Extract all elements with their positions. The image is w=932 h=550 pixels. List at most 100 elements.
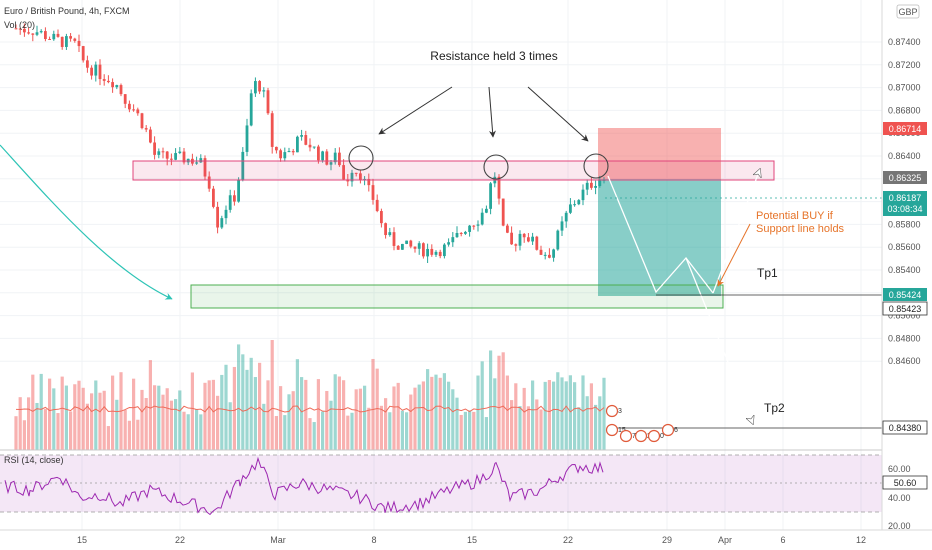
volume-bar: [106, 426, 110, 450]
candle-body: [405, 240, 408, 244]
candle-body: [44, 31, 47, 40]
event-badge[interactable]: 3: [605, 404, 623, 418]
resistance-touch-circle-3[interactable]: [583, 153, 609, 179]
candle-body: [199, 158, 203, 163]
event-badge[interactable]: 7: [619, 429, 637, 443]
event-badge-circle[interactable]: [634, 429, 648, 443]
volume-bar: [169, 400, 173, 450]
volume-bar: [153, 385, 157, 450]
candle-body: [569, 204, 572, 213]
volume-bar: [476, 375, 480, 450]
volume-bar: [568, 375, 572, 450]
candle-body: [136, 109, 140, 114]
projected-path-up-arrow[interactable]: [712, 169, 760, 294]
candle-body: [18, 28, 22, 30]
volume-bar: [182, 411, 186, 450]
candle-body: [388, 232, 392, 236]
volume-bar: [81, 387, 85, 450]
volume-bar: [207, 380, 211, 450]
candle-body: [73, 38, 77, 41]
volume-bar: [459, 414, 463, 450]
volume-bar: [413, 387, 417, 450]
volume-bar: [123, 409, 127, 450]
volume-bar: [316, 379, 320, 450]
time-tick-label: 6: [780, 535, 785, 545]
event-badge-circle[interactable]: [661, 423, 675, 437]
event-badges[interactable]: 3157206: [605, 404, 679, 443]
price-tick-label: 0.86400: [888, 151, 921, 161]
currency-badge[interactable]: [896, 4, 920, 19]
candle-body: [501, 198, 505, 226]
candle-body: [321, 151, 324, 161]
candle-body: [140, 113, 144, 129]
candle-body: [409, 240, 413, 247]
event-badge[interactable]: 0: [647, 429, 665, 443]
event-badge-circle[interactable]: [647, 429, 661, 443]
tp2-price-text: 0.84380: [889, 423, 922, 433]
event-badge-circle[interactable]: [605, 423, 619, 437]
event-badge-circle[interactable]: [619, 429, 633, 443]
volume-bar: [564, 381, 568, 450]
volume-bar: [417, 384, 421, 450]
resistance-arrow-3[interactable]: [527, 86, 589, 142]
projected-path-tp1[interactable]: [607, 175, 714, 294]
volume-bar: [203, 382, 207, 450]
support-zone[interactable]: [190, 284, 724, 309]
time-tick-label: 22: [175, 535, 185, 545]
candle-body: [430, 248, 434, 255]
resistance-zone[interactable]: [132, 160, 775, 181]
candle-body: [543, 254, 547, 256]
volume-bar: [547, 380, 551, 450]
buy-annotation-arrow[interactable]: [717, 223, 751, 287]
time-tick-label: 15: [467, 535, 477, 545]
candle-body: [170, 158, 173, 160]
volume-bar: [337, 376, 341, 450]
volume-bar: [274, 416, 278, 450]
event-badge-count: 3: [618, 408, 622, 415]
candle-body: [27, 32, 30, 34]
volume-bar: [430, 376, 434, 450]
event-badge[interactable]: 6: [661, 423, 679, 437]
volume-bar: [220, 374, 224, 450]
volume-bar: [409, 394, 413, 450]
volume-bar: [375, 368, 379, 450]
volume-bar: [581, 375, 585, 450]
resistance-touch-circle-2[interactable]: [483, 154, 509, 180]
volume-bar: [136, 419, 140, 450]
volume-bar: [325, 390, 329, 450]
candle-body: [254, 81, 257, 94]
volume-bar: [321, 411, 325, 450]
candle-body: [39, 31, 43, 33]
resistance-price-text: 0.86325: [889, 173, 922, 183]
resistance-touch-circle-1[interactable]: [348, 145, 374, 171]
candle-body: [552, 249, 555, 258]
candle-body: [94, 64, 98, 76]
tp1-lower-text: 0.85423: [889, 304, 922, 314]
candle-body: [266, 90, 270, 114]
event-badge[interactable]: 15: [605, 423, 626, 437]
rsi-line[interactable]: [4, 456, 604, 516]
volume-bar: [148, 360, 152, 450]
resistance-arrow-2[interactable]: [488, 86, 496, 138]
candle-body: [464, 231, 467, 234]
time-axis[interactable]: [0, 530, 932, 550]
candle-body: [480, 212, 484, 225]
volume-bar: [363, 385, 367, 450]
volume-bar: [556, 372, 560, 450]
buy-annotation-line2: Support line holds: [756, 223, 845, 235]
event-badge-circle[interactable]: [605, 404, 619, 418]
candle-body: [380, 211, 383, 224]
candle-body: [128, 103, 131, 110]
trend-curve-arrow[interactable]: [0, 144, 173, 300]
projected-path-tp2-arrow[interactable]: [685, 257, 753, 424]
volume-bar: [31, 374, 35, 450]
candle-body: [308, 144, 312, 148]
event-badge-count: 15: [618, 427, 626, 434]
volume-bar: [27, 397, 31, 450]
resistance-arrow-1[interactable]: [378, 86, 453, 135]
volume-bar: [140, 389, 144, 450]
price-axis[interactable]: [882, 0, 932, 550]
candle-body: [207, 176, 211, 189]
candle-body: [392, 232, 396, 246]
